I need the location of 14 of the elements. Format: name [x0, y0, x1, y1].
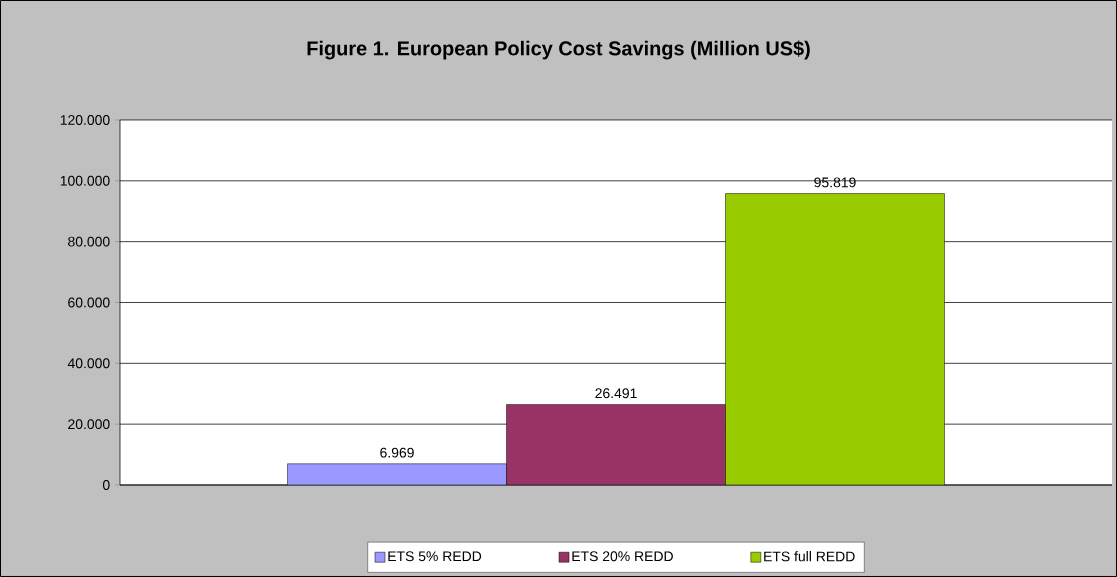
- y-tick-label: 0: [102, 480, 110, 490]
- y-tick-label: 120.000: [60, 115, 110, 125]
- y-tick-label: 60.000: [68, 297, 110, 308]
- data-label: 6.969: [380, 447, 414, 458]
- legend-label: ETS full REDD: [764, 551, 855, 562]
- y-tick-label: 100.000: [60, 175, 110, 186]
- y-tick-label: 80.000: [68, 236, 110, 247]
- data-label: 95.819: [814, 177, 856, 188]
- y-tick-label: 20.000: [68, 419, 110, 430]
- legend-label: ETS 20% REDD: [572, 551, 673, 562]
- y-tick-label: 40.000: [67, 358, 110, 369]
- chart-title: Figure 1. European Policy Cost Savings (Million US$): [307, 40, 810, 60]
- data-label: 26.491: [595, 388, 637, 399]
- legend-label: ETS 5% REDD: [388, 551, 482, 562]
